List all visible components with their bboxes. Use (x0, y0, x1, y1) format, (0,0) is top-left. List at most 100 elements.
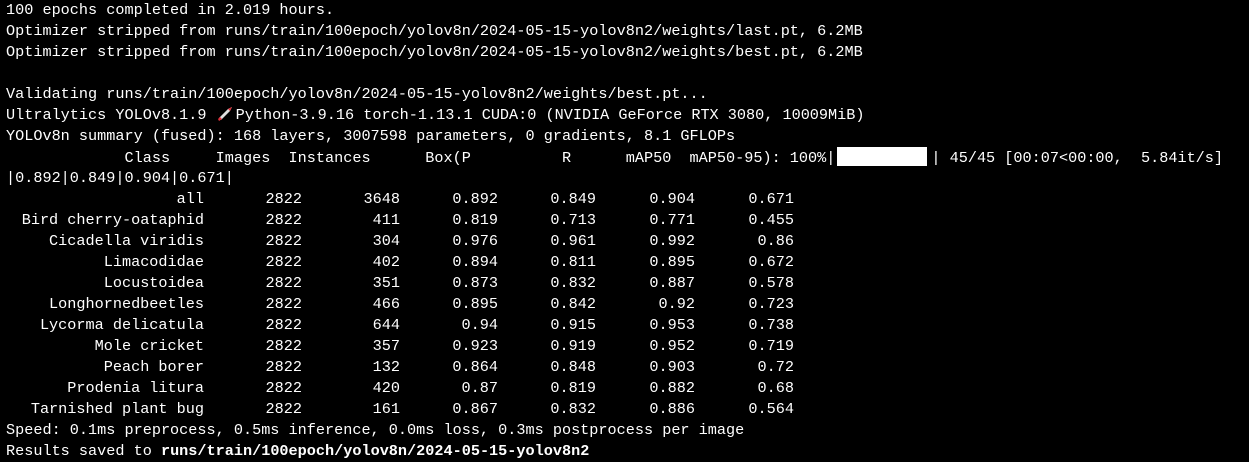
table-row: Bird cherry-oataphid 2822 411 0.819 0.713 0.7… (6, 210, 1246, 231)
class-cell: Prodenia litura (67, 379, 204, 397)
instances-cell: 161 (372, 400, 400, 418)
map50-95-cell: 0.723 (748, 295, 794, 313)
class-cell: all (176, 190, 204, 208)
images-cell: 2822 (265, 190, 302, 208)
instances-cell: 402 (372, 253, 400, 271)
version-suffix: Python-3.9.16 torch-1.13.1 CUDA:0 (NVIDI… (235, 106, 865, 124)
class-cell: Peach borer (103, 358, 204, 376)
box-p-cell: 0.819 (452, 211, 498, 229)
map50-cell: 0.882 (649, 379, 695, 397)
class-cell: Lycorma delicatula (39, 316, 204, 334)
instances-cell: 466 (372, 295, 400, 313)
box-p-cell: 0.94 (461, 316, 498, 334)
map50-cell: 0.92 (658, 295, 695, 313)
map50-95-cell: 0.72 (757, 358, 794, 376)
progress-tail: | 45/45 [00:07<00:00, 5.84it/s] (931, 149, 1224, 167)
instances-cell: 411 (372, 211, 400, 229)
images-cell: 2822 (265, 232, 302, 250)
map50-cell: 0.953 (649, 316, 695, 334)
metrics-table: all 2822 3648 0.892 0.849 0.904 0.671 Bird cher… (6, 189, 1246, 420)
class-cell: Limacodidae (103, 253, 204, 271)
r-cell: 0.832 (550, 400, 596, 418)
table-row: Lycorma delicatula 2822 644 0.94 0.915 0.953 0… (6, 315, 1246, 336)
map50-95-cell: 0.672 (748, 253, 794, 271)
r-cell: 0.832 (550, 274, 596, 292)
class-cell: Cicadella viridis (49, 232, 204, 250)
table-row: Locustoidea 2822 351 0.873 0.832 0.887 0.578 (6, 273, 1246, 294)
box-p-cell: 0.867 (452, 400, 498, 418)
images-cell: 2822 (265, 253, 302, 271)
images-cell: 2822 (265, 400, 302, 418)
blank-line (6, 63, 1246, 84)
epochs-completed-line: 100 epochs completed in 2.019 hours. (6, 1, 335, 19)
model-summary-line: YOLOv8n summary (fused): 168 layers, 300… (6, 127, 736, 145)
results-line: Results saved to runs/train/100epoch/yol… (6, 441, 1246, 462)
table-row: Longhornedbeetles 2822 466 0.895 0.842 0.92 0.… (6, 294, 1246, 315)
instances-cell: 3648 (363, 190, 400, 208)
terminal-output: 100 epochs completed in 2.019 hours. Opt… (6, 0, 1246, 462)
map50-95-cell: 0.86 (757, 232, 794, 250)
images-cell: 2822 (265, 358, 302, 376)
box-p-cell: 0.923 (452, 337, 498, 355)
images-cell: 2822 (265, 316, 302, 334)
table-header-line: Class Images Instances Box(P R mAP50 mAP… (6, 147, 1246, 168)
speed-line: Speed: 0.1ms preprocess, 0.5ms inference… (6, 421, 745, 439)
wrapped-metrics-line: |0.892|0.849|0.904|0.671| (6, 169, 234, 187)
r-cell: 0.842 (550, 295, 596, 313)
map50-cell: 0.771 (649, 211, 695, 229)
box-p-cell: 0.894 (452, 253, 498, 271)
r-cell: 0.848 (550, 358, 596, 376)
map50-95-cell: 0.455 (748, 211, 794, 229)
table-row: all 2822 3648 0.892 0.849 0.904 0.671 (6, 189, 1246, 210)
class-cell: Locustoidea (103, 274, 204, 292)
results-prefix: Results saved to (6, 442, 161, 460)
optimizer-best-line: Optimizer stripped from runs/train/100ep… (6, 43, 863, 61)
instances-cell: 304 (372, 232, 400, 250)
map50-95-cell: 0.68 (757, 379, 794, 397)
table-row: Prodenia litura 2822 420 0.87 0.819 0.882 0.68 (6, 378, 1246, 399)
images-cell: 2822 (265, 337, 302, 355)
r-cell: 0.819 (550, 379, 596, 397)
validating-line: Validating runs/train/100epoch/yolov8n/2… (6, 85, 708, 103)
map50-cell: 0.992 (649, 232, 695, 250)
map50-cell: 0.903 (649, 358, 695, 376)
version-prefix: Ultralytics YOLOv8.1.9 (6, 106, 216, 124)
map50-95-cell: 0.738 (748, 316, 794, 334)
map50-95-cell: 0.671 (748, 190, 794, 208)
instances-cell: 357 (372, 337, 400, 355)
table-row: Limacodidae 2822 402 0.894 0.811 0.895 0.672 (6, 252, 1246, 273)
r-cell: 0.713 (550, 211, 596, 229)
r-cell: 0.919 (550, 337, 596, 355)
map50-95-cell: 0.578 (748, 274, 794, 292)
table-row: Mole cricket 2822 357 0.923 0.919 0.952 0.719 (6, 336, 1246, 357)
r-cell: 0.849 (550, 190, 596, 208)
instances-cell: 351 (372, 274, 400, 292)
instances-cell: 132 (372, 358, 400, 376)
box-p-cell: 0.895 (452, 295, 498, 313)
map50-cell: 0.952 (649, 337, 695, 355)
box-p-cell: 0.87 (461, 379, 498, 397)
r-cell: 0.961 (550, 232, 596, 250)
box-p-cell: 0.864 (452, 358, 498, 376)
images-cell: 2822 (265, 274, 302, 292)
version-line: Ultralytics YOLOv8.1.9 Python-3.9.16 tor… (6, 105, 1246, 126)
box-p-cell: 0.976 (452, 232, 498, 250)
class-cell: Tarnished plant bug (30, 400, 204, 418)
class-cell: Bird cherry-oataphid (21, 211, 204, 229)
images-cell: 2822 (265, 211, 302, 229)
optimizer-last-line: Optimizer stripped from runs/train/100ep… (6, 22, 863, 40)
map50-95-cell: 0.564 (748, 400, 794, 418)
table-row: Cicadella viridis 2822 304 0.976 0.961 0.992 0… (6, 231, 1246, 252)
class-cell: Mole cricket (94, 337, 204, 355)
images-cell: 2822 (265, 379, 302, 397)
map50-cell: 0.887 (649, 274, 695, 292)
map50-cell: 0.886 (649, 400, 695, 418)
instances-cell: 644 (372, 316, 400, 334)
table-row: Tarnished plant bug 2822 161 0.867 0.832 0.88… (6, 399, 1246, 420)
map50-cell: 0.904 (649, 190, 695, 208)
table-header-columns: Class Images Instances Box(P R mAP50 mAP… (6, 149, 836, 167)
r-cell: 0.811 (550, 253, 596, 271)
box-p-cell: 0.892 (452, 190, 498, 208)
box-p-cell: 0.873 (452, 274, 498, 292)
r-cell: 0.915 (550, 316, 596, 334)
